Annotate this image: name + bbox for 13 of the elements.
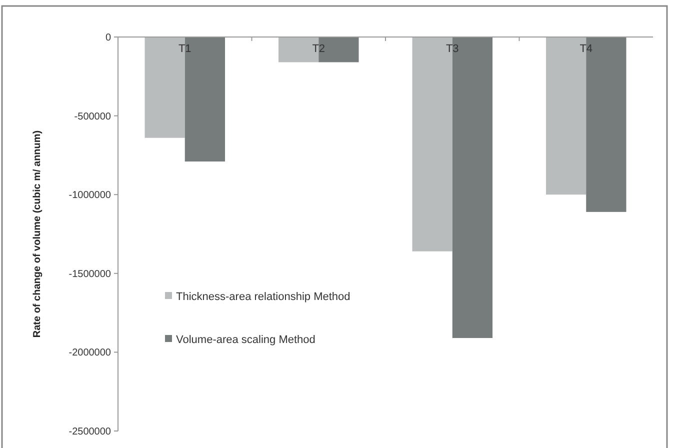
x-tick-label: T1 (178, 43, 192, 55)
x-tick-label: T4 (580, 43, 593, 55)
y-tick-label: -2000000 (68, 348, 112, 359)
legend-label: Thickness-area relationship Method (176, 290, 350, 303)
x-tick-label: T3 (446, 43, 459, 55)
legend-label: Volume-area scaling Method (176, 334, 316, 346)
y-axis-title: Rate of change of volume (cubic m/ annum) (32, 130, 43, 338)
y-tick-label: -2500000 (68, 426, 112, 438)
y-tick-label: -1500000 (68, 268, 112, 280)
y-tick-label: 0 (105, 32, 112, 44)
y-tick-label: -1000000 (68, 190, 112, 202)
y-tick-label: -500000 (74, 111, 112, 122)
x-tick-label: T2 (312, 43, 326, 55)
